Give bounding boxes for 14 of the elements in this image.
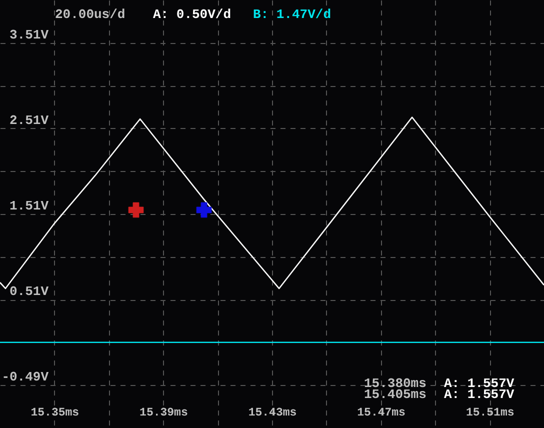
text: A: 0.50V/d: [153, 7, 232, 22]
x-tick-label: 15.51ms: [466, 406, 514, 420]
y-tick-label: 3.51V: [9, 27, 49, 42]
y-tick-label: 1.51V: [9, 198, 49, 214]
y-tick-label: 0.51V: [9, 284, 49, 300]
x-tick-label: 15.47ms: [357, 406, 406, 420]
x-tick-label: 15.35ms: [30, 406, 80, 420]
y-tick-label: -0.49V: [2, 370, 49, 385]
x-tick-label: 15.39ms: [140, 406, 188, 420]
y-tick-label: 2.51V: [9, 112, 49, 128]
x-tick-label: 15.43ms: [248, 406, 297, 420]
annotation: 20.00us/d: [55, 7, 126, 22]
annotation: 15.405ms: [364, 387, 427, 402]
text: B: 1.47V/d: [253, 7, 332, 22]
